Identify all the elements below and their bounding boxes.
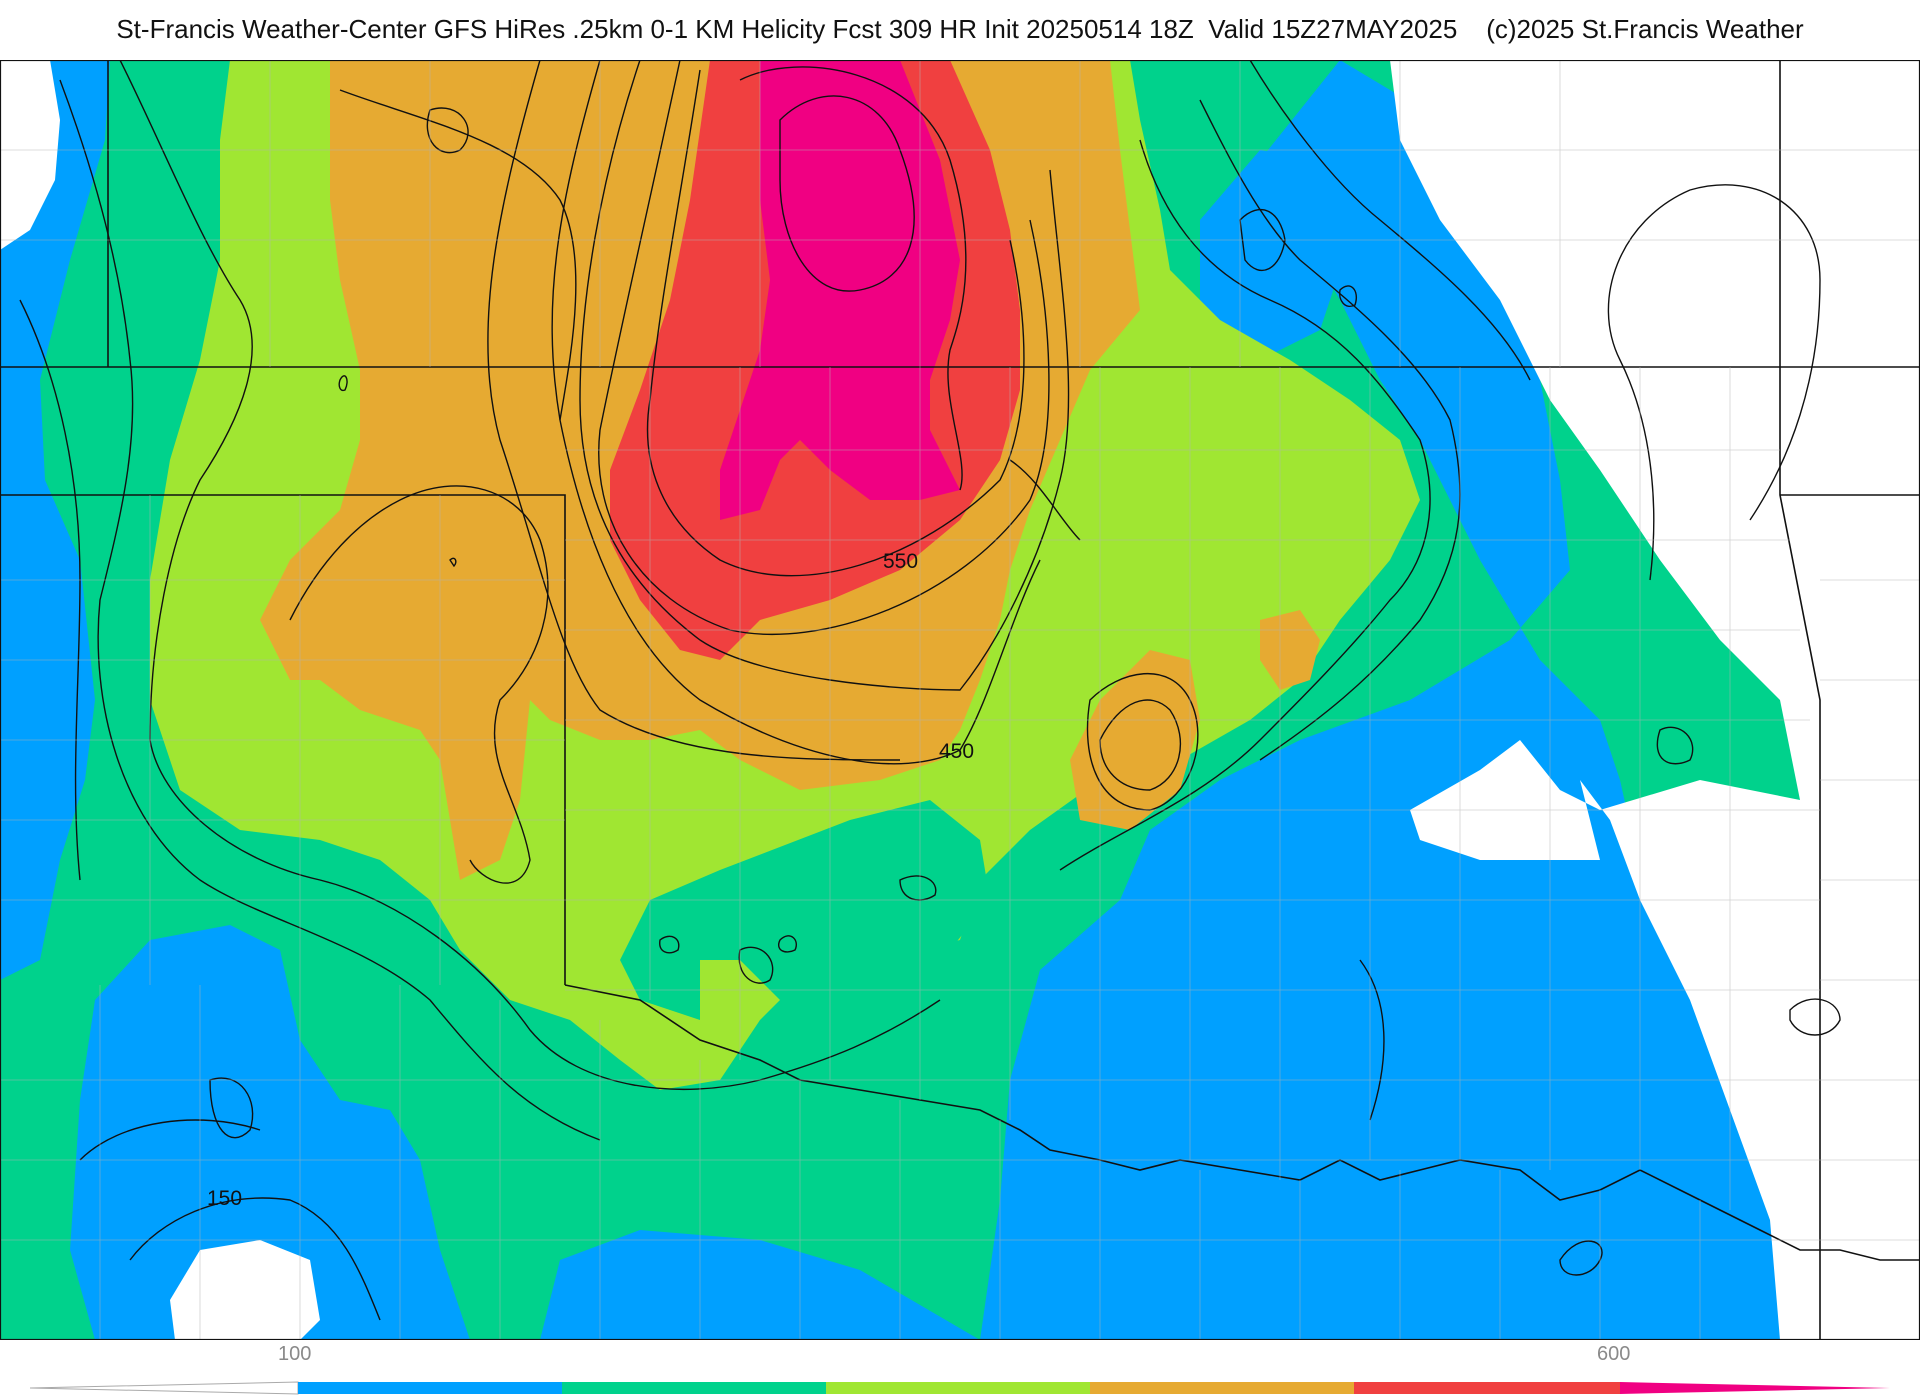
contour-line bbox=[129, 1197, 381, 1321]
map-title: St-Francis Weather-Center GFS HiRes .25k… bbox=[116, 14, 1804, 44]
colorbar-tick-label: 100 bbox=[278, 1343, 312, 1365]
colorbar-bin-200-300 bbox=[562, 1382, 826, 1394]
contour-line bbox=[1249, 60, 1531, 381]
county-line bbox=[99, 985, 1701, 1340]
fill-blue-east bbox=[980, 60, 1800, 1340]
contour-line bbox=[79, 1119, 261, 1161]
contour-label: 150 bbox=[207, 1187, 242, 1210]
colorbar-bin-400-500 bbox=[1090, 1382, 1354, 1394]
contour-line bbox=[1086, 673, 1199, 811]
county-line bbox=[649, 367, 1731, 1210]
state-border bbox=[0, 494, 566, 985]
contour-line bbox=[289, 485, 549, 884]
contour-line bbox=[59, 79, 601, 1141]
fill-teal-inner bbox=[620, 800, 990, 1020]
colorbar-low-triangle bbox=[29, 1381, 299, 1395]
contour-line bbox=[1199, 99, 1461, 761]
contour-line bbox=[1607, 184, 1821, 581]
contour-line bbox=[738, 946, 774, 984]
contour-line bbox=[579, 60, 1070, 691]
fill-white-sw-hole bbox=[170, 1240, 320, 1340]
county-line bbox=[1820, 579, 1920, 1081]
fill-blue-ne-pocket bbox=[1200, 150, 1350, 360]
helicity-map: 550 450 150 bbox=[0, 60, 1920, 1340]
state-border bbox=[564, 984, 1920, 1261]
contour-label: 450 bbox=[939, 740, 974, 763]
fill-blue-west bbox=[0, 60, 110, 980]
contour-line bbox=[338, 375, 348, 392]
contour-line bbox=[119, 60, 941, 1091]
contour-line bbox=[209, 1077, 254, 1139]
contour-line bbox=[778, 935, 797, 953]
state-border bbox=[1779, 60, 1821, 1340]
colorbar-bin-300-400 bbox=[826, 1382, 1090, 1394]
county-line bbox=[0, 1079, 1920, 1241]
fill-blue-sw-south bbox=[540, 1230, 980, 1340]
contour-line bbox=[899, 875, 937, 901]
county-line bbox=[0, 579, 565, 901]
contour-line bbox=[1656, 726, 1694, 765]
contour-line bbox=[659, 935, 680, 954]
contour-line bbox=[1338, 285, 1357, 307]
contour-line bbox=[646, 69, 1025, 577]
contour-label: 550 bbox=[883, 550, 918, 573]
contour-line bbox=[1789, 998, 1841, 1036]
colorbar-bin-500-600 bbox=[1354, 1382, 1620, 1394]
contour-line bbox=[1009, 459, 1081, 541]
contour-line bbox=[551, 60, 1041, 765]
contour-line bbox=[449, 557, 457, 568]
contour-line bbox=[487, 60, 901, 761]
contour-line bbox=[779, 95, 915, 292]
contour-line bbox=[339, 89, 577, 421]
colorbar bbox=[29, 1381, 1890, 1395]
colorbar-tick-label: 600 bbox=[1597, 1343, 1631, 1365]
contour-lines bbox=[19, 60, 1841, 1321]
county-line bbox=[0, 149, 1920, 241]
contour-line bbox=[1359, 959, 1385, 1121]
county-line bbox=[565, 449, 1820, 1081]
state-borders bbox=[0, 60, 1920, 1340]
county-line bbox=[269, 60, 1561, 367]
contour-line bbox=[739, 66, 967, 491]
contour-line bbox=[1059, 139, 1431, 871]
fill-white-nw bbox=[0, 60, 60, 250]
colorbar-high-triangle bbox=[1620, 1382, 1890, 1394]
colorbar-bin-100-200 bbox=[298, 1382, 562, 1394]
county-lines bbox=[0, 60, 1920, 1340]
fill-blue-south bbox=[70, 925, 470, 1340]
fill-white-east bbox=[1390, 60, 1920, 1340]
contour-line bbox=[1099, 699, 1182, 791]
